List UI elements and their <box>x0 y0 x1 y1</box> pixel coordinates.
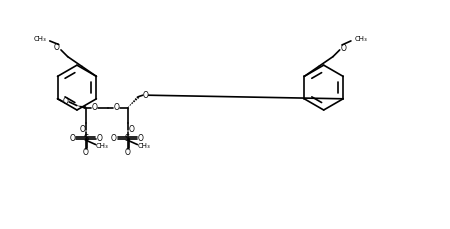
Text: S: S <box>125 134 130 143</box>
Text: CH₃: CH₃ <box>355 36 367 42</box>
Text: O: O <box>54 43 60 52</box>
Text: O: O <box>79 125 85 134</box>
Text: O: O <box>92 103 98 112</box>
Text: CH₃: CH₃ <box>96 143 109 149</box>
Polygon shape <box>77 106 86 109</box>
Text: S: S <box>83 134 88 143</box>
Text: O: O <box>341 44 346 53</box>
Text: O: O <box>96 134 102 143</box>
Text: O: O <box>69 134 75 143</box>
Text: O: O <box>143 91 148 100</box>
Text: CH₃: CH₃ <box>33 36 46 42</box>
Text: CH₃: CH₃ <box>138 143 150 149</box>
Text: O: O <box>128 125 134 134</box>
Text: O: O <box>113 103 119 112</box>
Text: O: O <box>138 134 144 143</box>
Text: O: O <box>63 97 68 106</box>
Text: O: O <box>111 134 117 143</box>
Text: O: O <box>83 148 89 157</box>
Text: O: O <box>125 148 130 157</box>
